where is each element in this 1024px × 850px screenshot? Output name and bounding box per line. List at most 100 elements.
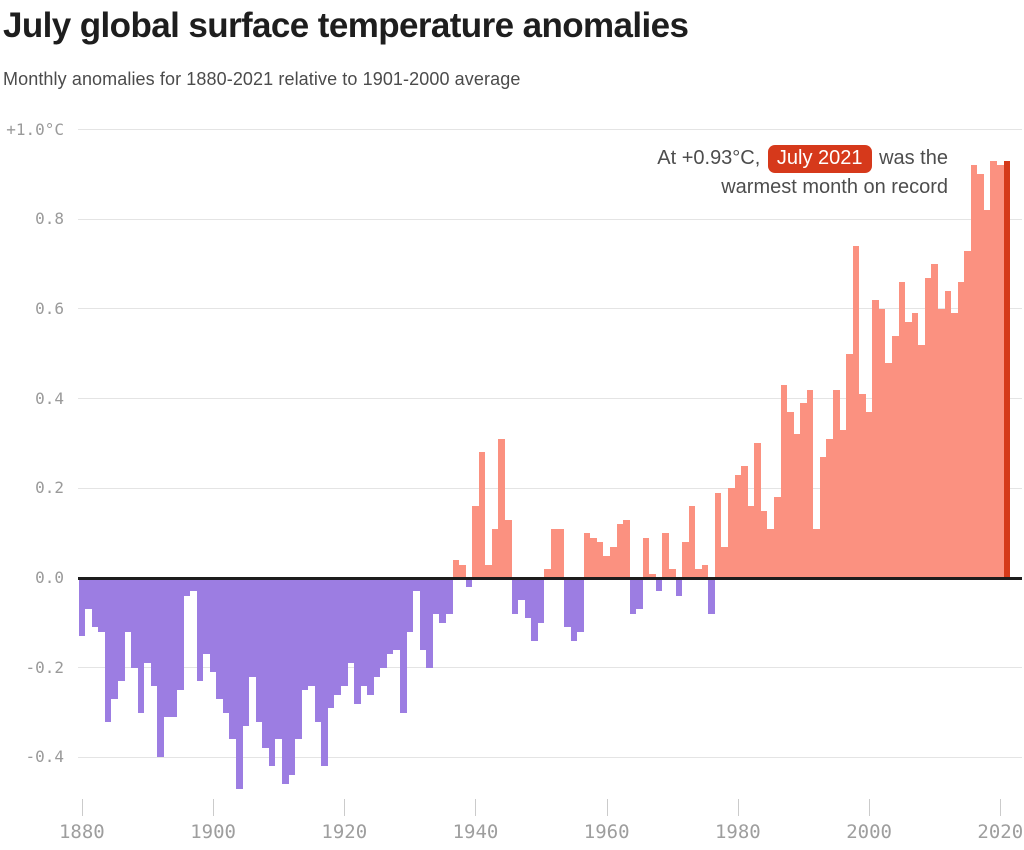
bar-2020 (997, 165, 1004, 578)
highlight-badge: July 2021 (767, 145, 872, 173)
bar-1880 (78, 578, 86, 637)
bar-1952 (550, 528, 558, 578)
bar-1881 (85, 578, 92, 610)
bar-1983 (754, 443, 761, 578)
bar-1923 (360, 578, 368, 686)
bar-1891 (150, 578, 158, 686)
bar-1918 (327, 578, 335, 709)
bar-1975 (701, 564, 709, 578)
bar-2019 (990, 160, 997, 578)
bar-1935 (439, 578, 446, 623)
bar-1974 (695, 569, 702, 578)
bar-1997 (846, 353, 853, 578)
bar-1961 (609, 546, 617, 578)
bar-1898 (196, 578, 204, 682)
bar-1919 (334, 578, 341, 695)
bar-1912 (288, 578, 296, 776)
bar-1883 (98, 578, 105, 632)
gridline (78, 398, 1022, 400)
bar-1944 (498, 438, 505, 578)
bar-1885 (111, 578, 118, 700)
zero-baseline (78, 576, 1022, 580)
y-tick-label: +1.0°C (6, 119, 64, 139)
y-tick-label: 0.6 (35, 298, 64, 318)
x-tick-mark (1000, 799, 1002, 816)
y-tick-label: 0.4 (35, 388, 64, 408)
bar-1990 (800, 403, 807, 578)
bar-1909 (268, 578, 276, 767)
bar-1933 (426, 578, 433, 668)
bar-1911 (281, 578, 289, 785)
bar-2008 (918, 344, 925, 578)
bar-1929 (400, 578, 407, 713)
bar-1999 (859, 394, 866, 578)
bar-1886 (117, 578, 125, 682)
bar-1938 (459, 564, 466, 578)
bar-2005 (898, 281, 906, 578)
bar-1910 (275, 578, 282, 740)
bar-1926 (380, 578, 387, 668)
bar-1904 (236, 578, 243, 789)
bar-1965 (636, 578, 643, 610)
bar-1992 (813, 528, 820, 578)
x-tick-mark (475, 799, 477, 816)
x-tick-label: 2000 (846, 821, 892, 843)
bar-2003 (885, 362, 893, 578)
bar-1925 (373, 578, 381, 677)
bar-1890 (144, 578, 151, 664)
bar-1976 (708, 578, 715, 614)
bar-1945 (505, 519, 512, 578)
bar-1966 (642, 537, 650, 578)
x-tick-mark (81, 799, 83, 816)
bar-1981 (741, 465, 748, 578)
bar-1901 (216, 578, 223, 700)
bar-1936 (445, 578, 453, 614)
bar-1889 (137, 578, 145, 713)
bar-1902 (222, 578, 230, 713)
x-tick-label: 2020 (977, 821, 1024, 843)
bar-1884 (104, 578, 112, 722)
bar-2012 (944, 290, 952, 578)
bar-1956 (577, 578, 584, 632)
annotation-line1-suffix: was the (879, 147, 948, 169)
bar-2013 (951, 313, 958, 578)
bar-1987 (780, 385, 788, 578)
bar-2014 (957, 281, 965, 578)
bar-1967 (649, 573, 656, 578)
bar-1958 (590, 537, 597, 578)
bar-1930 (406, 578, 414, 632)
bar-1906 (249, 578, 256, 677)
bar-1917 (321, 578, 328, 767)
bar-1916 (314, 578, 322, 722)
bar-1998 (852, 246, 860, 578)
bar-1934 (432, 578, 440, 614)
x-tick-label: 1960 (583, 821, 630, 843)
bar-1895 (177, 578, 184, 691)
bar-2006 (905, 322, 912, 578)
bar-2009 (924, 277, 932, 578)
bar-1968 (655, 578, 663, 592)
bar-1988 (787, 412, 794, 578)
bar-1907 (255, 578, 263, 722)
bar-1942 (485, 564, 492, 578)
bar-1892 (157, 578, 164, 758)
bar-1989 (793, 434, 801, 578)
y-tick-label: 0.8 (35, 209, 64, 229)
bar-1949 (531, 578, 538, 641)
x-tick-mark (344, 799, 346, 816)
chart-subtitle: Monthly anomalies for 1880-2021 relative… (3, 69, 521, 89)
bar-1982 (747, 506, 755, 578)
bar-1896 (183, 578, 191, 596)
bar-1978 (721, 546, 729, 578)
bar-1984 (760, 510, 768, 578)
bar-1888 (131, 578, 138, 668)
bar-2011 (937, 308, 945, 578)
gridline (78, 218, 1022, 220)
bar-2017 (977, 174, 984, 578)
bar-1914 (301, 578, 309, 691)
bar-1953 (557, 528, 565, 578)
annotation-line1-prefix: At +0.93°C, (657, 147, 761, 169)
bar-1908 (262, 578, 269, 749)
x-tick-mark (213, 799, 215, 816)
